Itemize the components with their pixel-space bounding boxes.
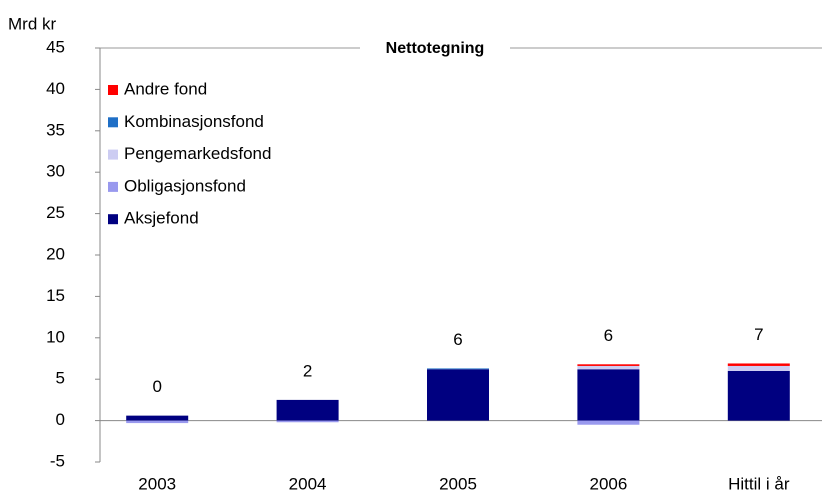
y-tick-label: 5 [56,369,65,388]
bar-segment [126,420,189,424]
x-tick-label: 2004 [289,474,327,493]
data-label: 0 [152,377,161,396]
legend-label: Aksjefond [124,209,199,228]
bar-segment [276,399,339,421]
bar-segment [727,365,790,371]
y-tick-label: 15 [46,286,65,305]
y-tick-label: 10 [46,327,65,346]
y-tick-label: 30 [46,162,65,181]
chart-title: Nettotegning [386,40,485,57]
bar-segment [577,364,640,366]
y-tick-label: -5 [50,451,65,470]
bar-segment [427,369,489,421]
bar-segment [577,420,640,425]
bar-segment [727,370,790,421]
bar-segment [126,415,189,421]
y-tick-label: 35 [46,120,65,139]
legend-swatch [108,181,118,192]
bar-segment [276,420,339,423]
y-tick-label: 25 [46,203,65,222]
y-tick-label: 0 [56,410,65,429]
legend-label: Obligasjonsfond [124,176,246,195]
legend-label: Pengemarkedsfond [124,144,271,163]
bar-segment [727,363,790,366]
legend-swatch [108,149,118,160]
y-tick-label: 40 [46,79,65,98]
x-tick-label: 2005 [439,474,477,493]
legend-swatch [108,85,118,95]
data-label: 6 [453,330,462,349]
data-label: 2 [303,361,312,380]
bar-segment [427,368,489,370]
bar-segment [577,369,640,421]
legend-swatch [108,117,118,128]
legend-label: Andre fond [124,79,207,98]
y-tick-label: 20 [46,244,65,263]
y-axis-label: Mrd kr [8,14,57,33]
bar-segment [577,365,640,370]
data-label: 6 [604,326,613,345]
legend-swatch [108,214,118,225]
y-tick-label: 45 [46,37,65,56]
x-tick-label: Hittil i år [728,474,790,493]
legend-label: Kombinasjonsfond [124,112,264,131]
x-tick-label: 2003 [138,474,176,493]
data-label: 7 [754,325,763,344]
x-tick-label: 2006 [589,474,627,493]
